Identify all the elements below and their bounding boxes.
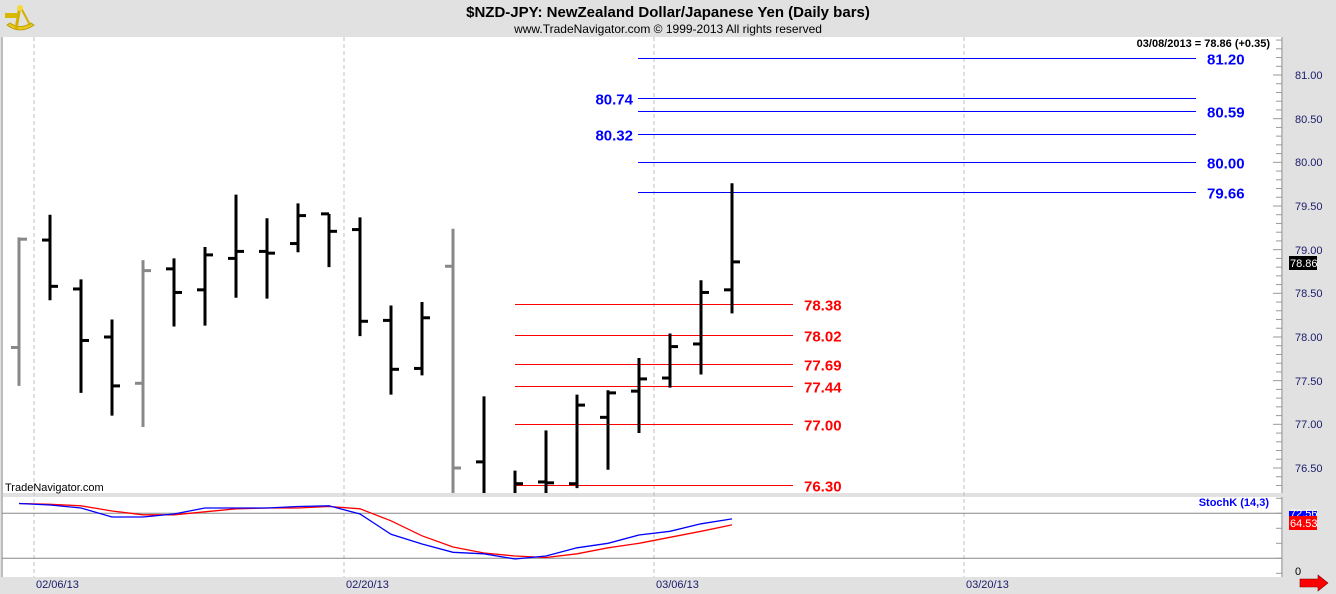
resistance-label: 80.59 <box>1207 105 1245 122</box>
price-bar <box>724 183 740 314</box>
resistance-levels: 81.20 80.74 80.59 80.32 80.00 79.66 <box>595 52 1244 203</box>
support-label: 77.00 <box>804 418 842 435</box>
support-label: 78.02 <box>804 329 842 346</box>
stoch-k-line <box>18 502 733 560</box>
price-bar <box>321 212 337 268</box>
date-label: 02/06/13 <box>36 579 79 591</box>
price-pane[interactable] <box>2 37 1282 493</box>
date-label: 03/06/13 <box>656 579 699 591</box>
chart-title: $NZD-JPY: NewZealand Dollar/Japanese Yen… <box>466 4 870 21</box>
price-axis-ticks <box>1273 39 1282 486</box>
price-bar <box>104 319 120 416</box>
support-levels: 78.38 78.02 77.69 77.44 77.00 76.30 <box>515 298 842 496</box>
indicator-name: StochK (14,3) <box>1199 497 1270 509</box>
stoch-lines <box>18 502 733 560</box>
price-bar <box>693 280 709 375</box>
price-bar <box>259 218 275 299</box>
support-label: 77.44 <box>804 380 842 397</box>
copyright-text: www.TradeNavigator.com © 1999-2013 All r… <box>513 22 822 36</box>
resistance-label: 79.66 <box>1207 186 1245 203</box>
price-bar <box>11 237 27 386</box>
stoch-d-label: 64.53 <box>1290 518 1318 530</box>
support-label: 76.30 <box>804 479 842 496</box>
price-bar <box>197 247 213 326</box>
price-label: 79.50 <box>1295 201 1323 213</box>
price-bar <box>228 194 244 298</box>
stoch-zero-label: 0 <box>1295 566 1301 578</box>
date-label: 03/20/13 <box>966 579 1009 591</box>
scroll-right-arrow-icon[interactable] <box>1299 574 1329 592</box>
price-axis-labels: 81.00 80.50 80.00 79.50 79.00 78.50 78.0… <box>1295 70 1323 475</box>
price-bar <box>135 260 151 427</box>
price-bar <box>538 430 554 493</box>
resistance-label: 80.74 <box>595 92 633 109</box>
price-bar <box>476 396 486 493</box>
last-quote: 03/08/2013 = 78.86 (+0.35) <box>1137 38 1271 50</box>
watermark-text: TradeNavigator.com <box>5 482 104 494</box>
price-label: 81.00 <box>1295 70 1323 82</box>
price-bar <box>42 214 58 301</box>
price-bar <box>383 305 399 395</box>
resistance-label: 80.00 <box>1207 156 1245 173</box>
price-bar <box>600 390 616 470</box>
price-bar <box>73 279 89 393</box>
price-bar <box>352 217 368 337</box>
price-bar <box>445 228 461 493</box>
price-label: 80.50 <box>1295 114 1323 126</box>
price-bar <box>662 333 678 388</box>
date-axis-labels: 02/06/13 02/20/13 03/06/13 03/20/13 <box>36 579 1009 591</box>
price-label: 80.00 <box>1295 157 1323 169</box>
price-bars <box>11 183 740 493</box>
price-bar <box>569 394 585 489</box>
price-bar <box>513 470 523 493</box>
price-label: 77.00 <box>1295 419 1323 431</box>
price-bar <box>166 258 182 327</box>
sextant-icon[interactable] <box>5 5 35 31</box>
support-label: 77.69 <box>804 358 842 375</box>
current-price-box <box>1289 256 1317 270</box>
price-bar <box>631 357 647 434</box>
date-label: 02/20/13 <box>346 579 389 591</box>
current-price-label: 78.86 <box>1290 258 1318 270</box>
price-label: 78.00 <box>1295 332 1323 344</box>
price-label: 79.00 <box>1295 245 1323 257</box>
stoch-k-box <box>1289 511 1317 517</box>
stoch-guide-lines <box>2 497 1282 574</box>
stoch-d-line <box>18 502 733 559</box>
indicator-pane[interactable] <box>2 497 1282 577</box>
support-label: 78.38 <box>804 298 842 315</box>
resistance-label: 81.20 <box>1207 52 1245 69</box>
price-label: 76.50 <box>1295 463 1323 475</box>
resistance-label: 80.32 <box>595 128 633 145</box>
price-bar <box>290 203 306 253</box>
stoch-d-box <box>1289 516 1317 530</box>
price-bar <box>414 302 430 376</box>
price-label: 77.50 <box>1295 376 1323 388</box>
price-label: 78.50 <box>1295 288 1323 300</box>
date-gridlines <box>33 37 965 577</box>
